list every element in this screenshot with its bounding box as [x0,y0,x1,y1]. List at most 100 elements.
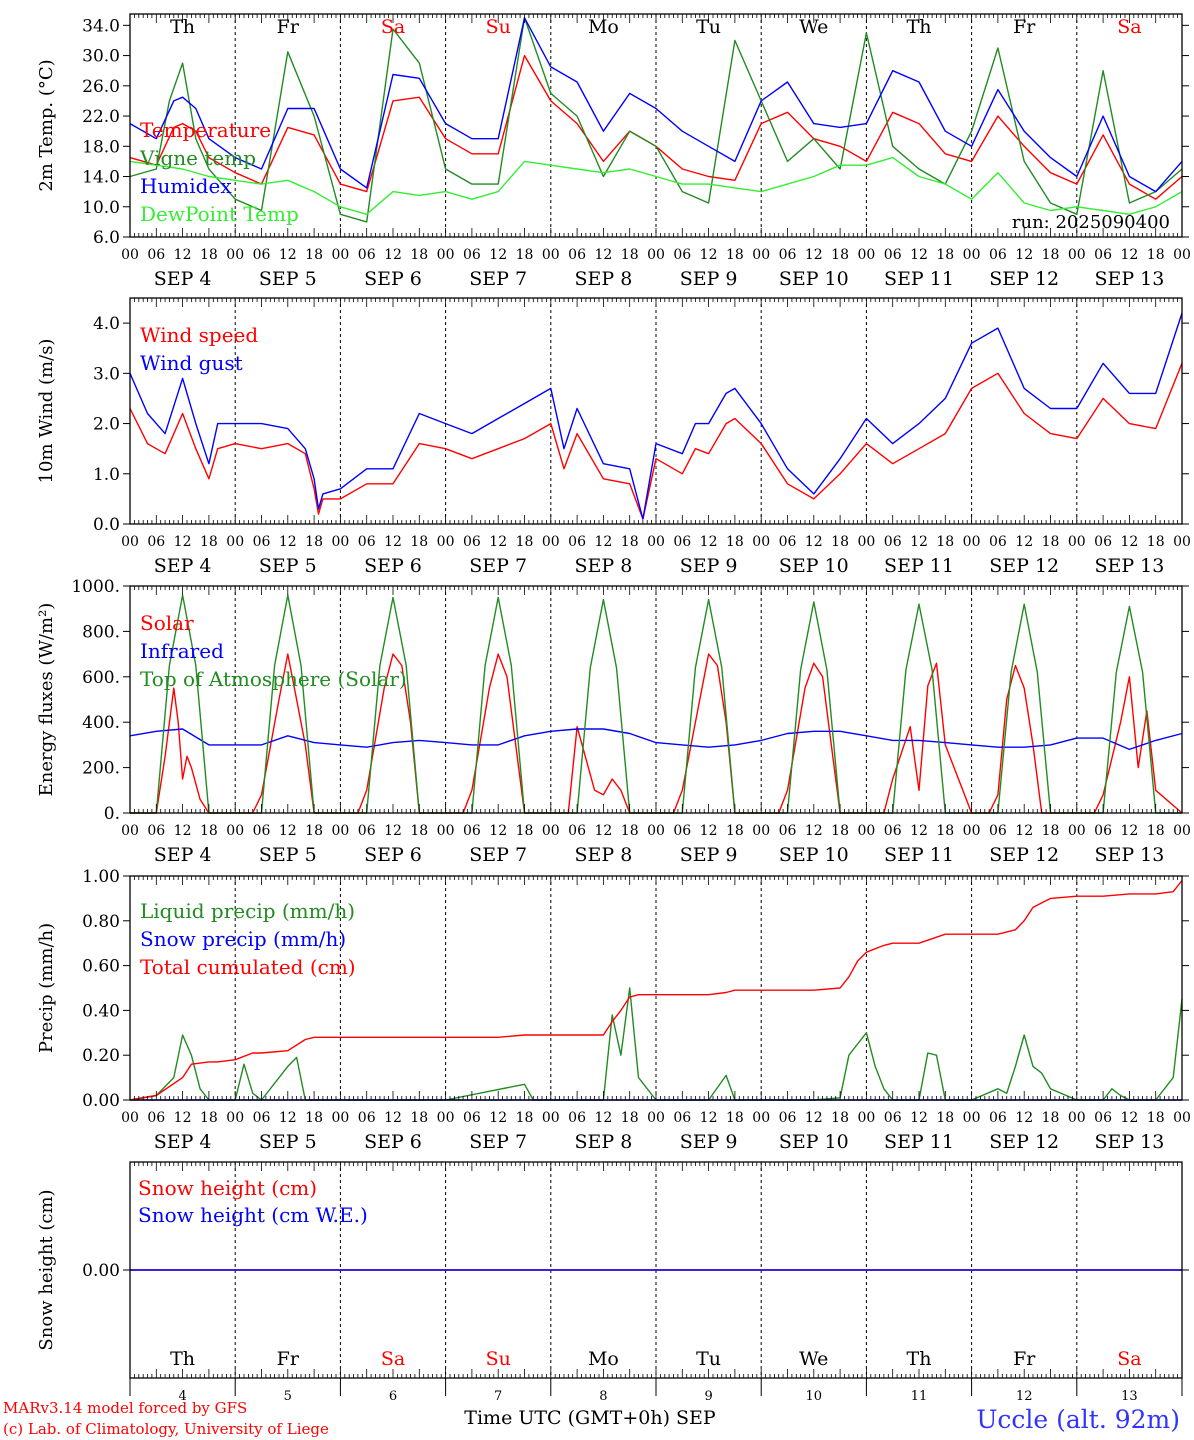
date-label: SEP 9 [680,555,738,577]
hour-label: 18 [726,247,744,263]
hour-label: 12 [1120,247,1138,263]
weekday-label: Fr [277,1348,300,1370]
hour-label: 12 [489,823,507,839]
weekday-label: Sa [381,1348,405,1370]
hour-label: 00 [752,823,770,839]
hour-label: 06 [568,247,586,263]
hour-label: 06 [673,823,691,839]
hour-label: 00 [752,534,770,550]
hour-label: 00 [752,1110,770,1126]
hour-label: 12 [1120,1110,1138,1126]
weekday-label: Th [170,16,195,38]
hour-label: 18 [936,1110,954,1126]
weekday-label: We [799,1348,828,1370]
hour-label: 12 [384,823,402,839]
hour-label: 00 [857,247,875,263]
hour-label: 18 [305,1110,323,1126]
weekday-label: Fr [1013,1348,1036,1370]
hour-label: 00 [226,534,244,550]
hour-label: 06 [1094,1110,1112,1126]
date-label: SEP 12 [989,1131,1059,1153]
hour-label: 06 [673,1110,691,1126]
hour-label: 00 [1068,247,1086,263]
hour-label: 18 [621,823,639,839]
date-label: SEP 4 [154,555,212,577]
hour-label: 18 [621,1110,639,1126]
hour-label: 06 [1094,247,1112,263]
hour-label: 00 [542,1110,560,1126]
hour-label: 00 [121,823,139,839]
hour-label: 06 [358,534,376,550]
hour-label: 00 [437,823,455,839]
footer-model-line: MARv3.14 model forced by GFS [3,1399,247,1417]
hour-label: 12 [805,1110,823,1126]
hour-label: 06 [253,247,271,263]
day-number-label: 11 [911,1389,928,1404]
legend-entry: Wind gust [140,351,243,375]
legend-entry: Wind speed [140,323,258,347]
date-label: SEP 8 [574,555,632,577]
weekday-label: Th [907,16,932,38]
panel-precip: 0.00 0.20 0.40 0.60 0.80 1.00 Precip (mm/h) Liq… [36,867,1191,1153]
y-tick-label: 1.0 [93,465,120,485]
hour-label: 06 [358,1110,376,1126]
legend-entry: Snow height (cm) [138,1176,317,1200]
hour-label: 00 [121,534,139,550]
hour-label: 12 [174,1110,192,1126]
hour-label: 18 [936,247,954,263]
hour-label: 18 [1042,534,1060,550]
hour-label: 12 [805,823,823,839]
hour-label: 12 [279,534,297,550]
hour-label: 06 [779,823,797,839]
hour-label: 00 [647,1110,665,1126]
hour-label: 18 [936,534,954,550]
date-label: SEP 7 [469,268,527,290]
y-axis-label: 10m Wind (m/s) [36,339,57,484]
hour-label: 18 [831,823,849,839]
hour-label: 12 [1015,823,1033,839]
hour-label: 12 [805,534,823,550]
hour-label: 06 [884,823,902,839]
date-label: SEP 4 [154,268,212,290]
legend-entry: Solar [140,611,194,635]
legend-entry: Infrared [140,639,224,663]
legend-entry: Snow height (cm W.E.) [138,1203,368,1227]
day-number-label: 10 [806,1389,823,1404]
y-tick-label: 4.0 [93,314,120,334]
hour-label: 00 [647,534,665,550]
hour-label: 00 [331,1110,349,1126]
weekday-label: Tu [696,1348,721,1370]
y-axis-label: 2m Temp. (°C) [36,59,57,191]
series-line-temperature-1 [129,17,1183,223]
weekday-label: Mo [588,16,619,38]
hour-label: 18 [831,247,849,263]
hour-label: 06 [779,247,797,263]
hour-label: 06 [463,823,481,839]
hour-label: 18 [936,823,954,839]
panel-wind: 0.0 1.0 2.0 3.0 4.0 10m Wind (m/s) Wind speed W… [36,297,1191,577]
date-label: SEP 4 [154,1131,212,1153]
y-tick-label: 2.0 [93,415,120,435]
hour-label: 12 [1015,1110,1033,1126]
hour-label: 18 [410,823,428,839]
series-line-precip-2 [129,880,1183,1101]
hour-label: 06 [1094,823,1112,839]
hour-label: 06 [147,247,165,263]
y-tick-label: 0.60 [82,957,120,977]
date-label: SEP 5 [259,268,317,290]
hour-label: 12 [384,534,402,550]
hour-label: 06 [147,1110,165,1126]
series-line-temperature-3 [129,156,1183,216]
y-tick-label: 0.00 [82,1261,120,1281]
legend-entry: Total cumulated (cm) [140,955,356,979]
weekday-label: Sa [381,16,405,38]
hour-label: 12 [594,1110,612,1126]
y-tick-label: 1000. [71,577,120,597]
hour-label: 12 [910,247,928,263]
date-label: SEP 6 [364,1131,422,1153]
hour-label: 06 [358,247,376,263]
hour-label: 06 [989,823,1007,839]
hour-label: 06 [779,534,797,550]
hour-label: 00 [857,534,875,550]
legend-entry: Temperature [140,118,271,142]
